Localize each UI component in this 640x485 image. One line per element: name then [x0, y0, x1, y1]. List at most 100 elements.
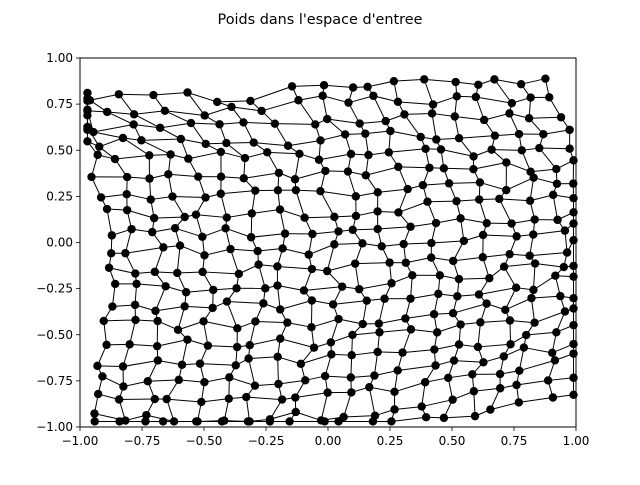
- weight-point: [233, 343, 241, 351]
- weight-point: [274, 380, 282, 388]
- weight-point: [495, 195, 503, 203]
- weight-point: [175, 376, 183, 384]
- weight-point: [474, 343, 482, 351]
- weight-point: [327, 338, 335, 346]
- weight-point: [225, 373, 233, 381]
- weight-point: [278, 395, 286, 403]
- weight-point: [545, 93, 553, 101]
- weight-point: [183, 335, 191, 343]
- weight-point: [213, 98, 221, 106]
- weight-point: [440, 414, 448, 422]
- weight-point: [421, 378, 429, 386]
- weight-point: [369, 92, 377, 100]
- weight-point: [450, 356, 458, 364]
- weight-point: [565, 145, 573, 153]
- weight-point: [291, 393, 299, 401]
- weight-point: [526, 93, 534, 101]
- weight-point: [254, 260, 262, 268]
- weight-point: [184, 155, 192, 163]
- weight-point: [329, 300, 337, 308]
- weight-point: [531, 259, 539, 267]
- y-tick-label: 0.25: [46, 189, 73, 203]
- weight-point: [93, 362, 101, 370]
- weight-point: [153, 317, 161, 325]
- weight-point: [221, 224, 229, 232]
- weight-point: [529, 230, 537, 238]
- weight-point: [490, 75, 498, 83]
- weight-point: [159, 243, 167, 251]
- weight-point: [551, 272, 559, 280]
- weight-point: [90, 409, 98, 417]
- weight-point: [496, 370, 504, 378]
- weight-point: [449, 257, 457, 265]
- weight-point: [123, 190, 131, 198]
- weight-point: [315, 156, 323, 164]
- weight-point: [94, 390, 102, 398]
- weight-point: [444, 374, 452, 382]
- weight-point: [417, 133, 425, 141]
- weight-point: [399, 240, 407, 248]
- weight-point: [375, 319, 383, 327]
- x-tick-label: −0.75: [124, 434, 161, 448]
- weight-point: [273, 262, 281, 270]
- weight-point: [451, 112, 459, 120]
- weight-point: [432, 135, 440, 143]
- weight-point: [105, 264, 113, 272]
- weight-point: [123, 173, 131, 181]
- weight-point: [200, 378, 208, 386]
- weight-point: [512, 283, 520, 291]
- weight-point: [119, 134, 127, 142]
- weight-point: [250, 138, 258, 146]
- weight-point: [308, 265, 316, 273]
- weight-point: [108, 302, 116, 310]
- weight-point: [512, 381, 520, 389]
- weight-point: [131, 269, 139, 277]
- weight-point: [295, 150, 303, 158]
- weight-point: [121, 249, 129, 257]
- weight-point: [352, 192, 360, 200]
- weight-point: [111, 155, 119, 163]
- weight-point: [166, 150, 174, 158]
- weight-point: [127, 225, 135, 233]
- weight-point: [108, 231, 116, 239]
- weight-point: [341, 130, 349, 138]
- weight-point: [217, 190, 225, 198]
- weight-point: [311, 120, 319, 128]
- weight-point: [455, 134, 463, 142]
- weight-point: [427, 253, 435, 261]
- weight-point: [456, 320, 464, 328]
- weight-point: [276, 205, 284, 213]
- weight-point: [527, 294, 535, 302]
- weight-point: [87, 173, 95, 181]
- weight-point: [148, 228, 156, 236]
- weight-point: [517, 80, 525, 88]
- weight-point: [482, 299, 490, 307]
- weight-point: [505, 250, 513, 258]
- weight-point: [173, 269, 181, 277]
- weight-point: [86, 96, 94, 104]
- weight-point: [455, 340, 463, 348]
- weight-point: [297, 360, 305, 368]
- weight-point: [217, 148, 225, 156]
- weight-point: [281, 229, 289, 237]
- weight-point: [563, 248, 571, 256]
- weight-point: [276, 305, 284, 313]
- y-tick-label: −0.50: [36, 328, 73, 342]
- weight-point: [330, 213, 338, 221]
- weight-point: [321, 167, 329, 175]
- weight-point: [285, 417, 293, 425]
- weight-point: [561, 307, 569, 315]
- weight-point: [506, 340, 514, 348]
- weight-point: [144, 377, 152, 385]
- weight-point: [500, 352, 508, 360]
- weight-point: [427, 239, 435, 247]
- weight-point: [320, 81, 328, 89]
- weight-point: [349, 226, 357, 234]
- weight-point: [95, 142, 103, 150]
- weight-point: [448, 395, 456, 403]
- weight-point: [544, 376, 552, 384]
- weight-point: [349, 83, 357, 91]
- weight-point: [334, 315, 342, 323]
- weight-point: [374, 188, 382, 196]
